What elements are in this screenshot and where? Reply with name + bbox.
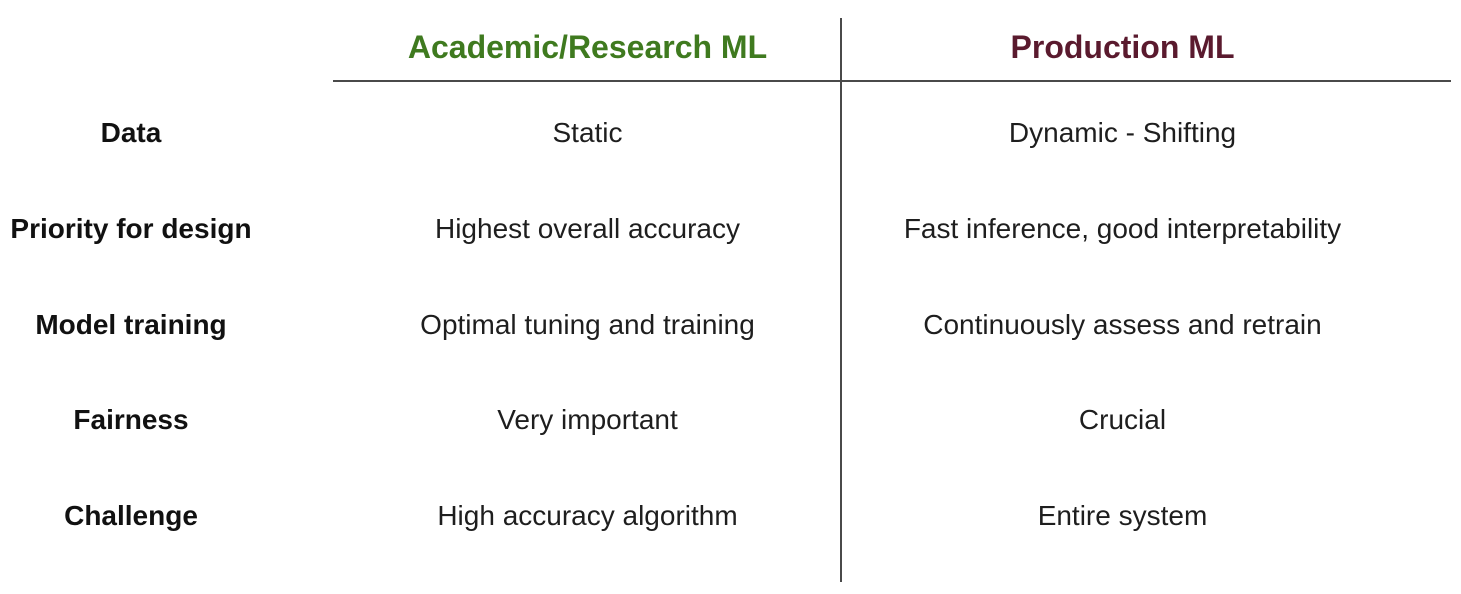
- academic-column-header: Academic/Research ML: [407, 29, 768, 65]
- row-label: Priority for design: [10, 213, 252, 244]
- production-column-header: Production ML: [1010, 29, 1235, 65]
- row-label: Model training: [35, 309, 227, 340]
- row-label: Data: [100, 117, 162, 148]
- production-cell: Crucial: [1078, 404, 1167, 435]
- header-divider: [333, 80, 1451, 82]
- row-label: Challenge: [64, 500, 198, 531]
- academic-cell: High accuracy algorithm: [437, 500, 738, 531]
- production-cell: Fast inference, good interpretability: [903, 213, 1342, 244]
- production-cell: Dynamic - Shifting: [1008, 117, 1237, 148]
- production-cell: Entire system: [1037, 500, 1208, 531]
- table-row: Model training Optimal tuning and traini…: [0, 301, 1461, 349]
- academic-cell: Static: [552, 117, 623, 148]
- column-divider: [840, 18, 842, 582]
- row-label: Fairness: [73, 404, 189, 435]
- table-row: Priority for design Highest overall accu…: [0, 205, 1461, 253]
- academic-cell: Very important: [497, 404, 678, 435]
- table-row: Challenge High accuracy algorithm Entire…: [0, 492, 1461, 540]
- academic-cell: Optimal tuning and training: [420, 309, 755, 340]
- academic-cell: Highest overall accuracy: [434, 213, 741, 244]
- table-row: Data Static Dynamic - Shifting: [0, 109, 1461, 157]
- table-row: Fairness Very important Crucial: [0, 396, 1461, 444]
- production-cell: Continuously assess and retrain: [923, 309, 1322, 340]
